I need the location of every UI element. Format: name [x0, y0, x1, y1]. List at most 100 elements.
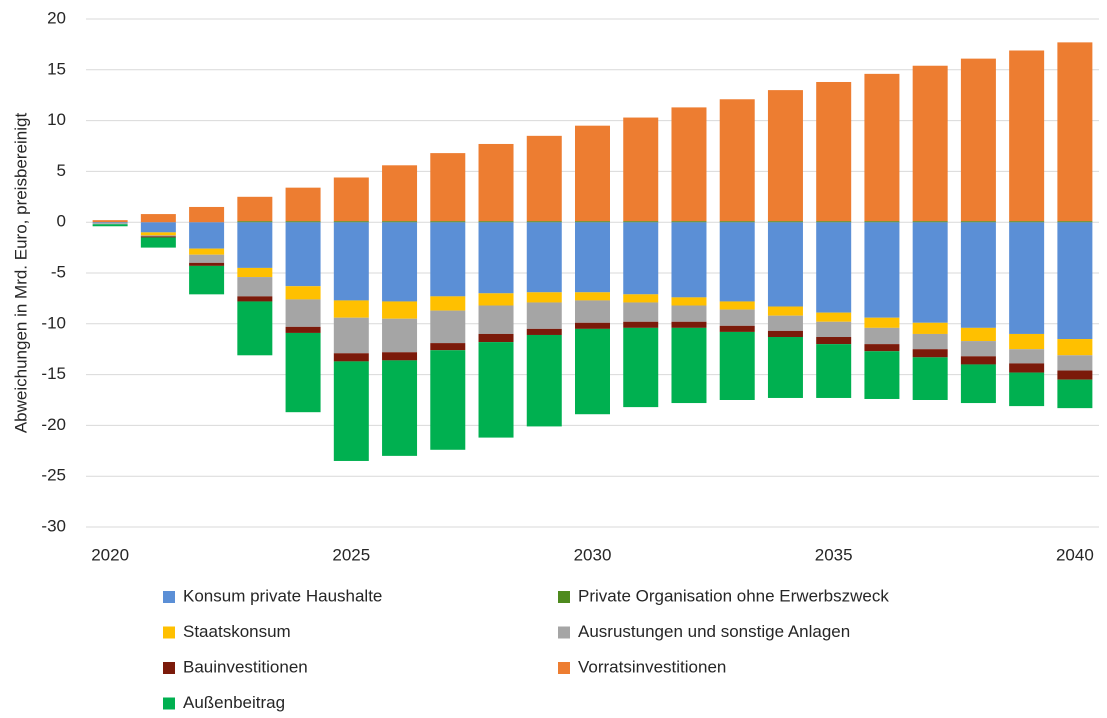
bar-segment — [140, 236, 176, 238]
bar-segment — [92, 220, 128, 223]
bar-segment — [671, 222, 707, 298]
bar-segment — [767, 315, 803, 331]
bar-segment — [430, 350, 466, 450]
bar-segment — [575, 292, 610, 301]
bar-segment — [719, 309, 755, 326]
y-tick-label: 5 — [57, 161, 66, 180]
bar-segment — [816, 222, 852, 313]
bar-segment — [237, 296, 273, 302]
x-tick-label: 2035 — [815, 545, 853, 564]
bar-segment — [816, 344, 852, 398]
y-tick-label: -30 — [41, 516, 66, 535]
y-axis-label: Abweichungen in Mrd. Euro, preisbereinig… — [11, 113, 30, 434]
bar-segment — [767, 221, 803, 223]
bar-segment — [864, 351, 900, 399]
bar-segment — [382, 222, 418, 302]
x-tick-label: 2040 — [1056, 545, 1094, 564]
bar-segment — [189, 206, 225, 223]
y-tick-label: -10 — [41, 313, 66, 332]
legend-swatch — [163, 662, 175, 674]
legend-label: Bauinvestitionen — [183, 657, 308, 676]
bar-segment — [285, 299, 321, 327]
legend-label: Konsum private Haushalte — [183, 586, 382, 605]
bar-segment — [1009, 333, 1045, 350]
legend-swatch — [558, 662, 570, 674]
bar-segment — [960, 221, 996, 223]
bar-segment — [912, 357, 948, 400]
bar-segment — [1057, 42, 1093, 222]
bar-segment — [671, 221, 707, 223]
bar-segment — [478, 221, 514, 223]
legend-label: Private Organisation ohne Erwerbszweck — [578, 586, 889, 605]
bar-segment — [575, 222, 610, 293]
bar-segment — [237, 267, 273, 278]
bar-segment — [189, 248, 225, 255]
y-tick-label: 10 — [47, 110, 66, 129]
bar-segment — [430, 343, 466, 351]
legend-swatch — [163, 697, 175, 710]
bar-segment — [575, 300, 610, 323]
bar-segment — [1057, 221, 1093, 223]
bar-segment — [960, 356, 996, 365]
bar-segment — [1009, 349, 1045, 364]
bar-segment — [285, 326, 321, 333]
bar-segment — [92, 224, 128, 227]
bar-segment — [1009, 50, 1045, 222]
bar-segment — [333, 353, 369, 362]
bar-segment — [526, 292, 562, 303]
bar-segment — [864, 222, 900, 318]
bar-segment — [623, 117, 659, 222]
bar-segment — [575, 328, 610, 415]
bar-segment — [237, 221, 273, 223]
bar-segment — [864, 344, 900, 352]
legend-swatch — [558, 591, 570, 603]
bar-segment — [526, 222, 562, 293]
bar-segment — [1057, 370, 1093, 380]
bar-segment — [92, 222, 128, 224]
bar-segment — [237, 301, 273, 356]
bar-segment — [237, 277, 273, 297]
bar-segment — [430, 221, 466, 223]
bar-segment — [671, 327, 707, 404]
bar-segment — [333, 361, 369, 461]
bar-segment — [671, 305, 707, 322]
bar-segment — [478, 333, 514, 343]
bar-segment — [382, 221, 418, 223]
bar-segment — [575, 322, 610, 329]
bar-segment — [189, 254, 225, 263]
bar-segment — [333, 300, 369, 318]
bar-segment — [816, 321, 852, 338]
bar-segment — [92, 223, 128, 225]
bar-segment — [526, 334, 562, 427]
bar-segment — [1009, 372, 1045, 407]
bar-segment — [526, 302, 562, 329]
y-tick-label: 20 — [47, 8, 66, 27]
bar-segment — [478, 293, 514, 306]
bar-segment — [285, 187, 321, 222]
bar-segment — [1057, 379, 1093, 409]
legend-label: Vorratsinvestitionen — [578, 657, 726, 676]
bar-segment — [623, 222, 659, 295]
legend-swatch — [558, 626, 570, 639]
bar-segment — [816, 221, 852, 223]
bar-segment — [237, 196, 273, 222]
bar-segment — [671, 321, 707, 328]
bar-segment — [623, 302, 659, 322]
bar-segment — [864, 221, 900, 223]
y-tick-label: -25 — [41, 466, 66, 485]
legend-label: Staatskonsum — [183, 622, 291, 641]
bar-segment — [719, 221, 755, 223]
bar-segment — [526, 135, 562, 222]
bar-segment — [767, 337, 803, 398]
bar-segment — [575, 125, 610, 222]
bar-segment — [285, 222, 321, 287]
y-tick-label: -5 — [51, 262, 66, 281]
x-tick-label: 2030 — [574, 545, 612, 564]
bar-segment — [382, 360, 418, 456]
bar-segment — [912, 221, 948, 223]
bar-segment — [382, 165, 418, 222]
bar-segment — [864, 327, 900, 345]
bar-segment — [864, 317, 900, 328]
bar-segment — [912, 333, 948, 350]
